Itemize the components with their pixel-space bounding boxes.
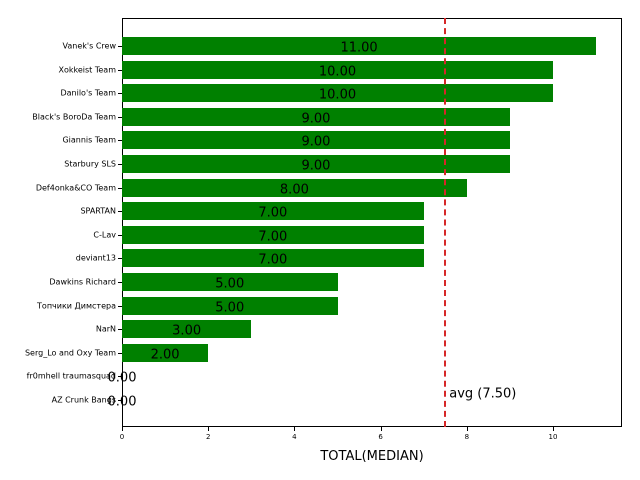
- x-tick: [294, 427, 296, 431]
- y-tick: [118, 46, 122, 47]
- y-tick: [118, 93, 122, 95]
- y-tick-label: fr0mhell traumasquad: [26, 371, 116, 381]
- y-tick-label: Starbury SLS: [64, 159, 116, 169]
- bar: [122, 249, 424, 268]
- x-tick: [553, 427, 554, 431]
- bar-value-label: 0.00: [107, 394, 137, 410]
- y-tick-label: NarN: [95, 324, 116, 334]
- bar: [122, 131, 510, 150]
- bar-value-label: 8.00: [279, 182, 309, 198]
- bar-value-label: 9.00: [301, 111, 331, 127]
- x-tick-label: 4: [292, 433, 297, 441]
- y-tick-label: AZ Crunk Bangs: [51, 395, 116, 405]
- y-tick: [118, 329, 122, 331]
- y-tick-label: SPARTAN: [80, 206, 116, 216]
- x-tick-label: 2: [205, 433, 211, 441]
- bar: [122, 320, 252, 339]
- x-tick: [466, 427, 468, 431]
- y-tick: [118, 400, 122, 401]
- y-tick-label: Black's BoroDa Team: [32, 112, 116, 122]
- bar-value-label: 7.00: [258, 229, 288, 245]
- plot-area: [122, 18, 622, 427]
- bar-value-label: 5.00: [215, 300, 245, 316]
- y-tick: [118, 211, 122, 213]
- bar: [122, 155, 510, 173]
- bar: [122, 273, 338, 291]
- bar: [122, 343, 209, 362]
- y-tick: [118, 305, 122, 307]
- bar-value-label: 3.00: [172, 323, 202, 339]
- y-tick: [118, 187, 122, 189]
- y-tick-label: Xokkeist Team: [58, 65, 117, 75]
- y-tick: [118, 69, 122, 71]
- y-tick-label: Giannis Team: [62, 135, 116, 145]
- y-tick-label: Vanek's Crew: [62, 41, 116, 51]
- y-tick-label: Danilo's Team: [60, 88, 116, 98]
- x-tick-label: 10: [548, 433, 558, 441]
- y-tick: [118, 140, 122, 142]
- y-tick: [118, 282, 122, 283]
- y-tick-label: deviant13: [75, 253, 116, 263]
- y-tick: [118, 376, 122, 378]
- y-tick-label: Def4onka&CO Team: [35, 183, 116, 193]
- bar-value-label: 10.00: [318, 64, 357, 80]
- bar: [122, 37, 597, 55]
- y-tick: [118, 258, 122, 260]
- x-tick-label: 0: [119, 433, 125, 441]
- bar-value-label: 10.00: [318, 87, 357, 103]
- bar: [122, 178, 467, 197]
- bar-value-label: 9.00: [301, 134, 331, 150]
- bar-value-label: 7.00: [258, 205, 288, 221]
- bar-value-label: 9.00: [301, 158, 331, 174]
- bar-value-label: 5.00: [215, 276, 245, 292]
- x-axis-title: TOTAL(MEDIAN): [320, 449, 424, 464]
- y-tick-label: Serg_Lo and Oxy Team: [24, 348, 116, 358]
- bar: [122, 202, 424, 221]
- average-label: avg (7.50): [449, 386, 517, 402]
- x-tick-label: 6: [378, 433, 383, 441]
- bar-value-label: 11.00: [340, 40, 378, 56]
- bar-value-label: 0.00: [107, 370, 137, 386]
- x-tick: [208, 427, 210, 431]
- y-tick: [118, 234, 122, 236]
- x-tick-label: 8: [464, 433, 470, 441]
- x-tick: [380, 427, 382, 431]
- bar-value-label: 7.00: [258, 252, 288, 268]
- y-tick: [118, 352, 122, 354]
- y-tick-label: Топчики Димстера: [37, 301, 116, 311]
- y-tick: [118, 116, 122, 118]
- average-reference-line: [444, 18, 447, 427]
- bar: [122, 225, 424, 244]
- bar: [122, 107, 510, 126]
- bar: [122, 296, 338, 315]
- y-tick-label: C-Lav: [93, 230, 116, 240]
- x-tick: [122, 427, 123, 431]
- y-tick-label: Dawkins Richard: [49, 277, 116, 287]
- y-tick: [118, 164, 122, 165]
- bar-value-label: 2.00: [150, 347, 180, 363]
